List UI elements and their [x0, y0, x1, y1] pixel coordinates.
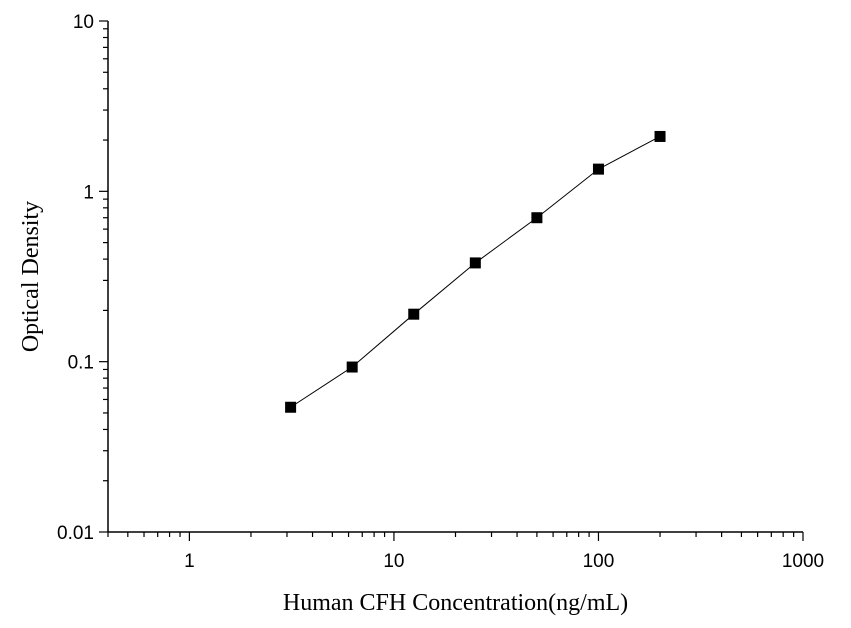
ticks-layer: [99, 20, 804, 541]
x-tick-label: 100: [583, 551, 615, 572]
series-line: [290, 136, 661, 408]
data-point: [285, 401, 297, 413]
data-point: [469, 257, 481, 269]
y-tick-label: 10: [73, 12, 94, 33]
labels-layer: 1 10 100 1000 0.01 0.1 1 10: [57, 12, 824, 572]
y-tick-label: 0.1: [68, 353, 94, 374]
x-tick-label: 10: [383, 551, 404, 572]
x-axis-title: Human CFH Concentration(ng/mL): [283, 590, 628, 616]
axes-layer: [107, 21, 803, 533]
data-point: [654, 130, 666, 142]
y-tick-label: 1: [83, 182, 94, 203]
series-layer: [285, 130, 666, 413]
data-point: [408, 308, 420, 320]
data-point: [531, 212, 543, 224]
data-point: [592, 163, 604, 175]
y-axis-title: Optical Density: [18, 201, 44, 352]
x-tick-label: 1: [184, 551, 195, 572]
data-point: [346, 361, 358, 373]
y-tick-label: 0.01: [57, 523, 94, 544]
x-tick-label: 1000: [782, 551, 824, 572]
